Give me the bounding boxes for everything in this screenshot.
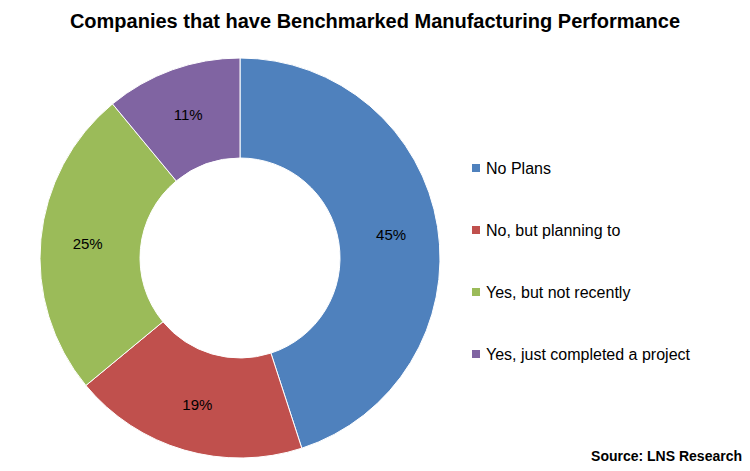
svg-text:Companies that have Benchmarke: Companies that have Benchmarked Manufact… bbox=[70, 10, 680, 32]
svg-text:11%: 11% bbox=[174, 106, 203, 123]
svg-text:No Plans: No Plans bbox=[486, 160, 551, 177]
svg-text:Yes, just completed a project: Yes, just completed a project bbox=[486, 346, 691, 363]
svg-text:19%: 19% bbox=[182, 396, 212, 413]
svg-text:Source: LNS Research: Source: LNS Research bbox=[591, 448, 742, 464]
svg-text:25%: 25% bbox=[73, 235, 103, 252]
svg-text:No, but planning to: No, but planning to bbox=[486, 222, 620, 239]
svg-text:Yes, but not recently: Yes, but not recently bbox=[486, 284, 630, 301]
svg-text:45%: 45% bbox=[376, 226, 406, 243]
